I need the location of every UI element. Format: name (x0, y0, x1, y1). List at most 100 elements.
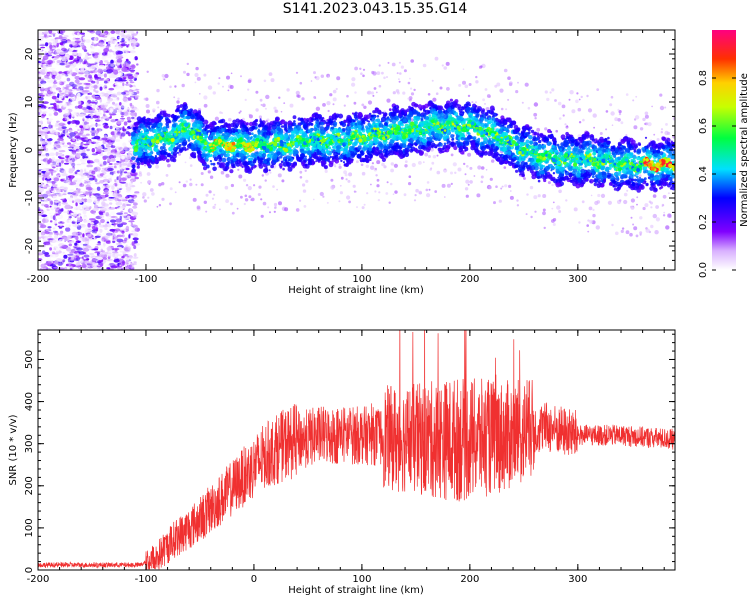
spectrogram-cell (229, 85, 234, 89)
spectrogram-cell (68, 157, 71, 162)
spectrogram-cell (126, 264, 133, 269)
spectrogram-cell (67, 124, 74, 127)
spectrogram-cell (66, 263, 74, 267)
spectrogram-cell (533, 195, 538, 200)
spectrogram-cell (396, 72, 399, 75)
spectrogram-cell (465, 194, 469, 198)
spectrogram-cell (47, 180, 52, 184)
spectrogram-cell (224, 185, 229, 190)
spectrogram-cell (508, 81, 513, 86)
spectrogram-cell (116, 176, 119, 181)
spectrogram-cell (125, 92, 130, 94)
spectrogram-cell (228, 175, 231, 177)
spectrogram-cell (58, 202, 61, 207)
spectrogram-cell (68, 99, 73, 103)
spectrogram-cell (90, 222, 95, 225)
spectrogram-cell (134, 172, 138, 176)
spectrogram-cell (280, 110, 283, 113)
spectrogram-cell (303, 205, 307, 208)
spectrogram-cell (63, 114, 67, 118)
spectrogram-cell (592, 113, 597, 118)
spectrogram-cell (352, 184, 356, 188)
spectrogram-cell (335, 87, 338, 91)
spectrogram-cell (102, 174, 107, 177)
spectrogram-cell (552, 223, 556, 226)
spectrogram-cell (107, 153, 111, 156)
spectrogram-cell (68, 93, 75, 98)
spectrogram-cell (112, 234, 116, 237)
spectrogram-cell (59, 73, 64, 77)
spectrogram-cell (67, 175, 75, 179)
spectrogram-cell (117, 175, 122, 181)
spectrogram-cell (121, 177, 127, 181)
spectrogram-cell (110, 45, 114, 49)
spectrogram-cell (55, 163, 60, 167)
spectrogram-cell (117, 109, 123, 113)
spectrogram-cell (63, 67, 68, 70)
spectrogram-cell (76, 88, 80, 91)
spectrogram-cell (411, 162, 416, 168)
spectrogram-cell (105, 143, 110, 147)
spectrogram-cell (330, 185, 335, 190)
spectrogram-cell (65, 227, 71, 232)
spectrogram-cell (486, 94, 491, 98)
spectrogram-cell (103, 80, 108, 84)
spectrogram-cell (41, 128, 47, 130)
spectrogram-cell (54, 98, 60, 103)
spectrogram-cell (289, 103, 294, 108)
spectrogram-cell (69, 260, 75, 263)
spectrogram-cell (40, 147, 46, 149)
spectrogram-cell (92, 225, 96, 230)
spectrogram-cell (84, 208, 90, 211)
spectrogram-cell (127, 75, 134, 80)
spectrogram-cell (253, 184, 256, 187)
spectrogram-cell (623, 192, 628, 197)
spectrogram-cell (116, 207, 124, 211)
spectrogram-cell (155, 164, 160, 169)
spectrogram-cell (127, 265, 135, 270)
spectrogram-cell (105, 218, 109, 222)
spectrogram-cell (116, 115, 121, 119)
spectrogram-cell (213, 193, 216, 196)
spectrogram-cell (112, 240, 116, 244)
spectrogram-cell (345, 178, 348, 181)
spectrogram-cell (95, 132, 98, 135)
spectrogram-cell (45, 243, 51, 246)
spectrogram-cell (407, 97, 410, 100)
spectrogram-cell (44, 51, 47, 55)
spectrogram-cell (89, 206, 92, 209)
spectrogram-cell (142, 192, 147, 197)
spectrogram-cell (125, 237, 129, 240)
spectrogram-cell (83, 156, 89, 159)
spectrogram-cell (109, 125, 113, 130)
spectrogram-cell (95, 227, 98, 232)
spectrogram-cell (536, 127, 541, 132)
spectrogram-cell (586, 94, 589, 98)
spectrogram-cell (584, 165, 587, 168)
spectrogram-cell (47, 59, 53, 64)
spectrogram-cell (125, 186, 132, 191)
spectrogram-cell (467, 152, 472, 157)
spectrogram-cell (586, 224, 589, 227)
spectrogram-cell (49, 87, 55, 92)
spectrogram-cell (63, 186, 68, 191)
spectrogram-cell (48, 235, 52, 238)
spectrogram-cell (120, 105, 126, 109)
spectrogram-cell (86, 122, 90, 124)
spectrogram-cell (413, 88, 416, 92)
spectrogram-cell (122, 164, 126, 169)
spectrogram-cell (45, 106, 48, 108)
spectrogram-cell (63, 35, 69, 38)
spectrogram-cell (268, 169, 271, 172)
spectrogram-cell (63, 211, 69, 213)
spectrogram-cell (73, 190, 81, 194)
spectrogram-cell (82, 63, 88, 67)
spectrogram-cell (388, 201, 391, 204)
spectrogram-cell (645, 228, 650, 233)
spectrogram-cell (126, 116, 131, 121)
spectrogram-cell (362, 68, 366, 71)
spectrogram-cell (48, 30, 53, 34)
spectrogram-cell (247, 79, 252, 84)
spectrogram-cell (212, 205, 216, 209)
spectrogram-cell (82, 245, 86, 249)
